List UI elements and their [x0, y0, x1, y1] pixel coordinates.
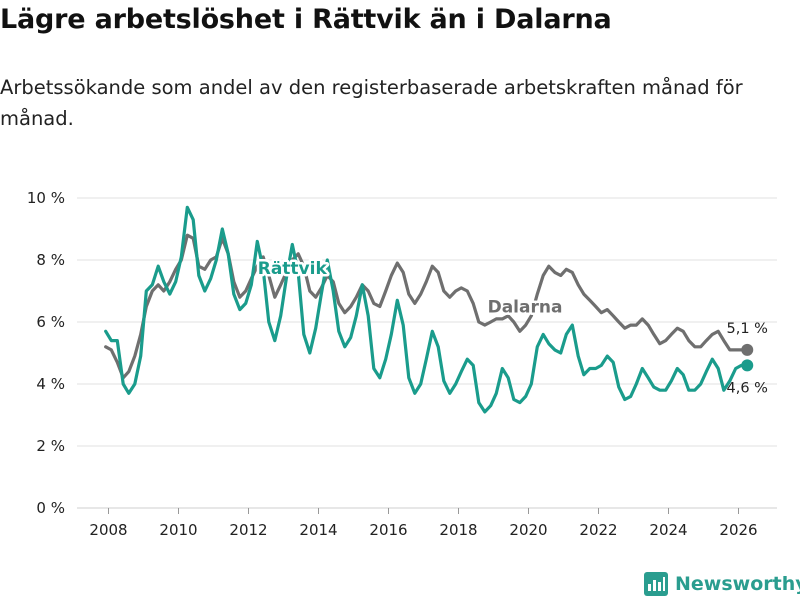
y-tick-label: 10 %	[27, 189, 65, 207]
y-tick-label: 4 %	[36, 375, 65, 393]
y-tick-label: 8 %	[36, 251, 65, 269]
x-tick-label: 2026	[719, 521, 757, 539]
x-axis: 2008 2010 2012 2014 2016 2018 2020 2022 2024 2026	[89, 508, 758, 539]
series-label-dalarna: Dalarna	[488, 298, 563, 318]
brand-name: Newsworthy	[675, 573, 800, 595]
series-line-dalarna	[104, 233, 749, 380]
line-chart: 0 % 2 % 4 % 6 % 8 % 10 % 2008 2010 2012 2014 2016…	[27, 189, 777, 539]
end-point-dalarna	[741, 343, 754, 356]
y-axis: 0 % 2 % 4 % 6 % 8 % 10 %	[27, 189, 65, 517]
chart-title: Lägre arbetslöshet i Rättvik än i Dalarn…	[0, 4, 612, 35]
x-tick-label: 2012	[229, 521, 267, 539]
x-tick-label: 2024	[649, 521, 687, 539]
x-tick-label: 2008	[89, 521, 127, 539]
x-tick-label: 2014	[299, 521, 337, 539]
chart-subtitle: Arbetssökande som andel av den registerb…	[0, 76, 743, 130]
series-labels: Dalarna Rättvik 5,1 % 4,6 %	[255, 256, 768, 396]
end-point-rattvik	[741, 359, 754, 372]
x-tick-label: 2020	[509, 521, 547, 539]
series-line-rattvik	[104, 205, 749, 414]
x-tick-label: 2018	[439, 521, 477, 539]
x-tick-label: 2022	[579, 521, 617, 539]
y-tick-label: 2 %	[36, 437, 65, 455]
bar-chart-logo-icon	[644, 572, 668, 596]
x-tick-label: 2010	[159, 521, 197, 539]
y-tick-label: 0 %	[36, 499, 65, 517]
end-label-dalarna: 5,1 %	[727, 321, 768, 337]
x-tick-label: 2016	[369, 521, 407, 539]
end-label-rattvik: 4,6 %	[727, 380, 768, 396]
newsworthy-logo[interactable]: Newsworthy	[644, 570, 800, 598]
gridlines	[77, 197, 777, 509]
series-label-rattvik: Rättvik	[258, 259, 328, 279]
y-tick-label: 6 %	[36, 313, 65, 331]
series-group	[104, 205, 754, 414]
